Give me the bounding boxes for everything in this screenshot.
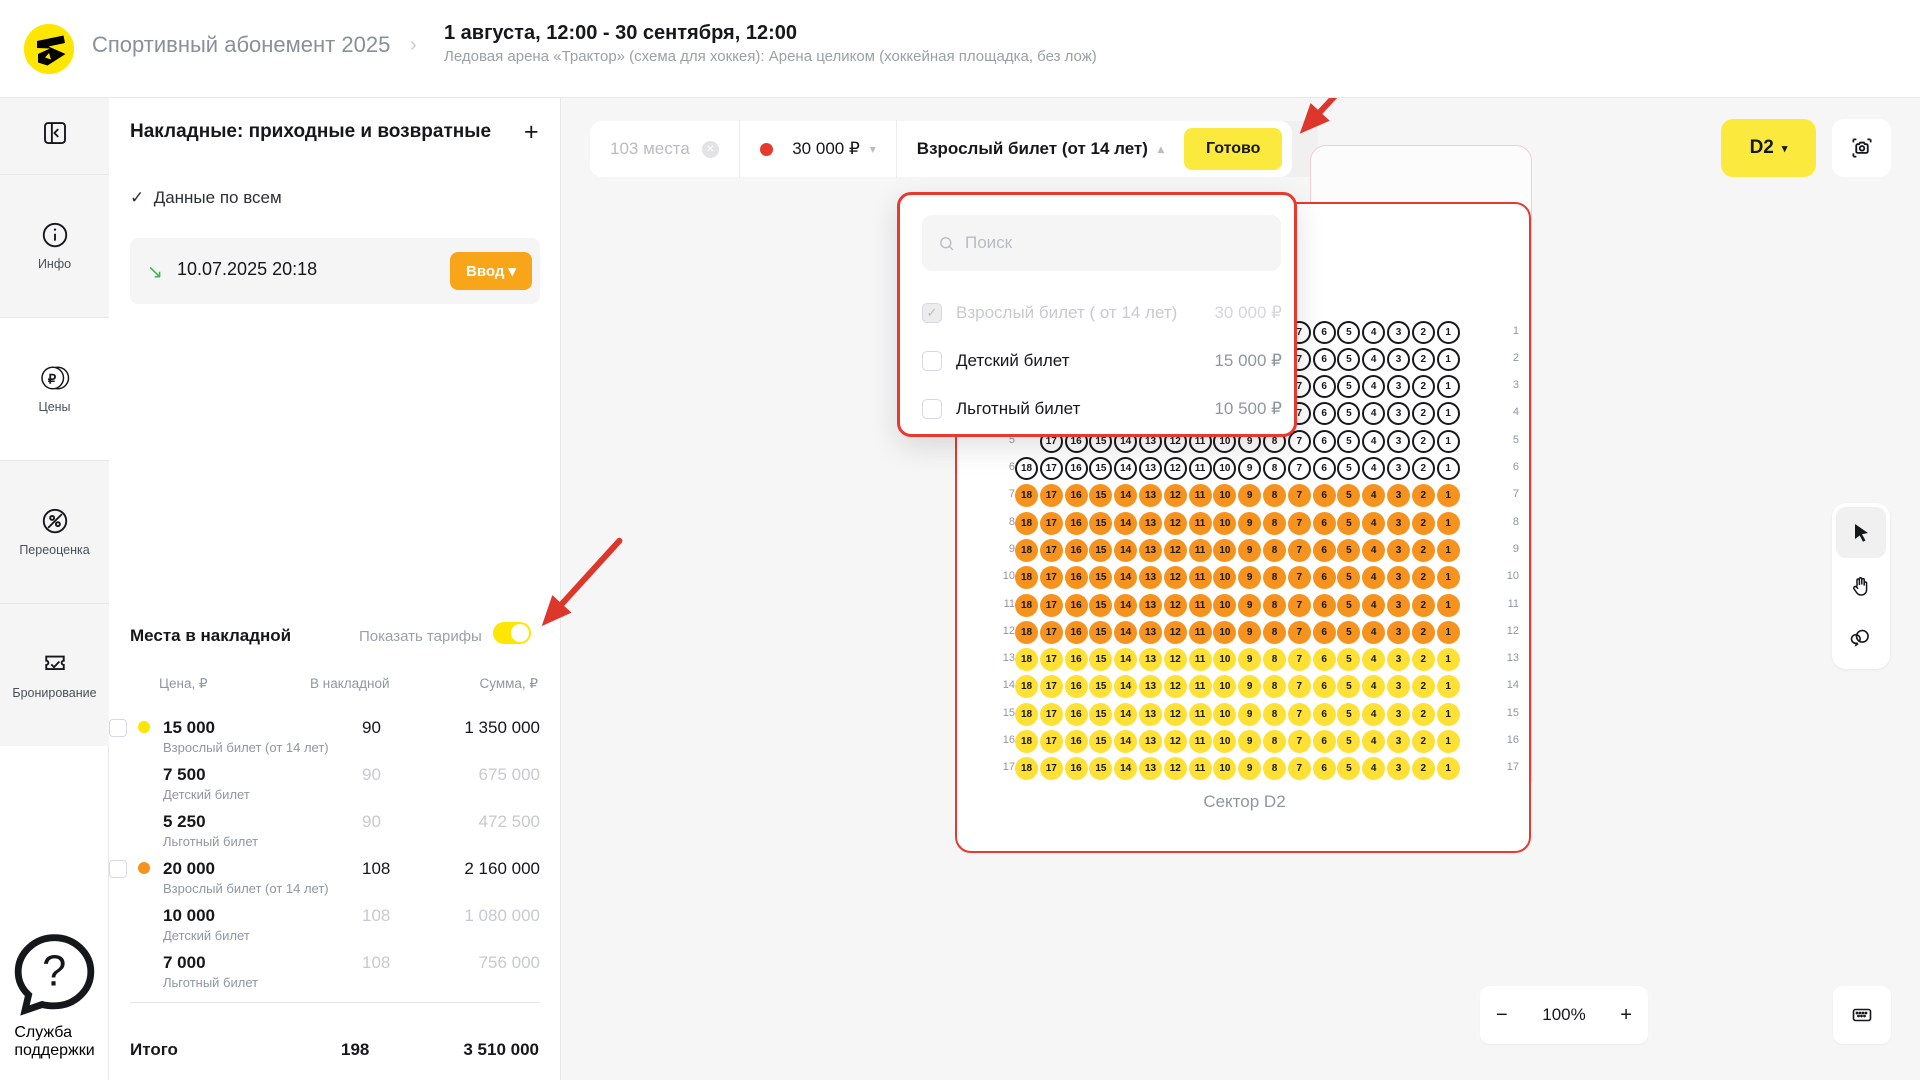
svg-text:?: ? — [42, 947, 66, 995]
svg-text:₽: ₽ — [47, 372, 56, 387]
